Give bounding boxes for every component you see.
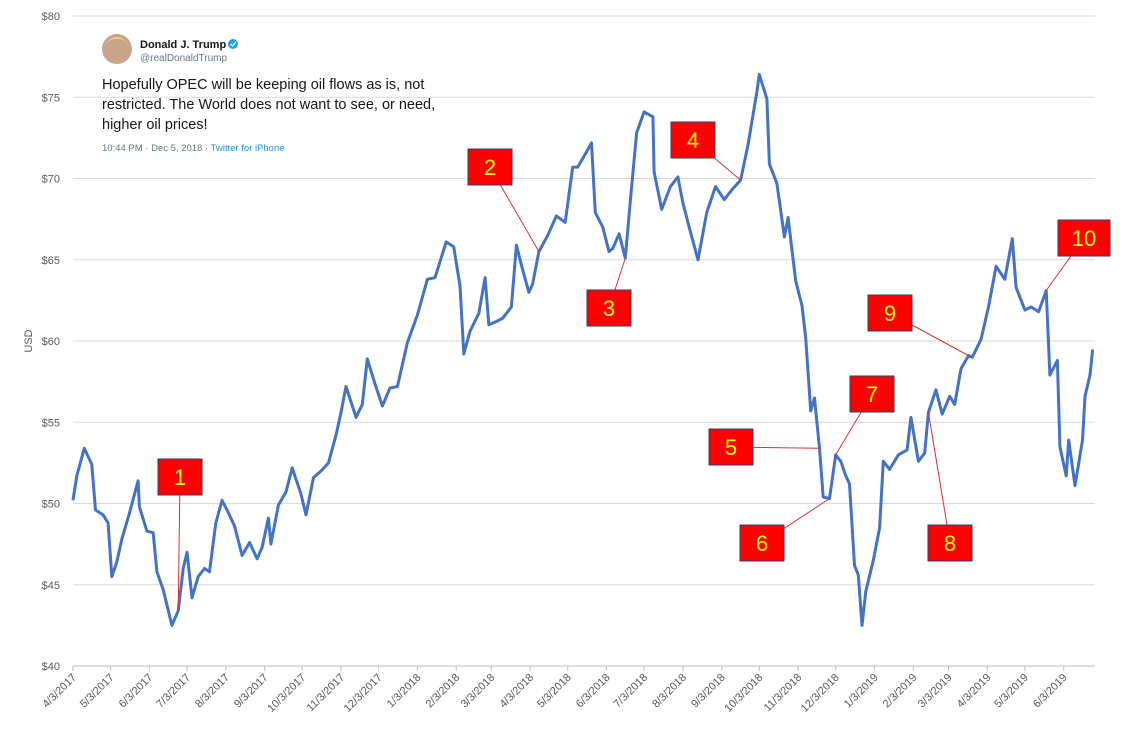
x-tick-label: 10/3/2018 [722, 672, 765, 715]
verified-badge [228, 39, 238, 49]
y-tick-label: $60 [42, 336, 60, 348]
x-tick-label: 5/3/2017 [78, 672, 117, 711]
x-tick-label: 3/3/2018 [459, 672, 498, 711]
x-tick-label: 10/3/2017 [265, 672, 308, 715]
annotation-label: 2 [484, 155, 496, 180]
tweet-card: Donald J. Trump @realDonaldTrump 10:44 P… [102, 34, 285, 154]
tweet-text: Hopefully OPEC will be keeping oil flows… [102, 77, 424, 93]
annotation-leader [177, 476, 181, 611]
tweet-handle: @realDonaldTrump [140, 53, 227, 64]
annotation-label: 3 [603, 296, 615, 321]
verified-check [230, 41, 237, 47]
tweet-source[interactable]: Twitter for iPhone [211, 143, 285, 154]
tweet-name: Donald J. Trump [140, 39, 226, 51]
annotation-box [867, 294, 913, 332]
x-tick-label: 1/3/2019 [842, 672, 881, 711]
tweet-text: higher oil prices! [102, 117, 208, 133]
x-tick-label: 12/3/2018 [799, 672, 842, 715]
x-tick-label: 7/3/2017 [154, 672, 193, 711]
tweet-timestamp: 10:44 PM · Dec 5, 2018 · [102, 143, 211, 154]
avatar-hair [104, 37, 130, 46]
x-tick-label: 4/3/2017 [40, 672, 79, 711]
y-tick-label: $50 [42, 499, 60, 511]
y-tick-label: $45 [42, 580, 60, 592]
x-tick-label: 7/3/2018 [611, 672, 650, 711]
y-tick-label: $75 [42, 92, 60, 104]
annotation-leader [927, 412, 951, 544]
annotation-box [708, 428, 754, 466]
annotation-label: 5 [725, 435, 737, 460]
y-tick-label: $40 [42, 661, 60, 673]
x-tick-label: 9/3/2017 [232, 672, 271, 711]
x-tick-label: 5/3/2019 [992, 672, 1031, 711]
tweet-text: restricted. The World does not want to s… [102, 97, 435, 113]
x-tick-label: 11/3/2018 [762, 672, 805, 715]
y-tick-label: $55 [42, 417, 60, 429]
x-tick-label: 4/3/2019 [955, 672, 994, 711]
annotation-box [927, 524, 973, 562]
annotation-label: 6 [756, 531, 768, 556]
annotation-box [467, 148, 513, 186]
y-tick-label: $70 [42, 174, 60, 186]
annotation-box [1057, 219, 1111, 257]
annotation-box [157, 458, 203, 496]
x-tick-label: 4/3/2018 [497, 672, 536, 711]
x-tick-label: 6/3/2017 [117, 672, 156, 711]
price-line [71, 73, 1094, 627]
annotation-label: 10 [1072, 226, 1096, 251]
avatar [102, 34, 132, 64]
y-tick-label: $80 [42, 11, 60, 23]
x-tick-label: 6/3/2019 [1031, 672, 1070, 711]
x-tick-label: 1/3/2018 [385, 672, 424, 711]
x-tick-label: 2/3/2019 [881, 672, 920, 711]
y-axis-label: USD [23, 329, 35, 352]
x-tick-label: 2/3/2018 [424, 672, 463, 711]
annotation-label: 1 [174, 465, 186, 490]
annotation-box [586, 289, 632, 327]
annotation-label: 7 [866, 382, 878, 407]
annotation-label: 8 [944, 531, 956, 556]
x-tick-label: 6/3/2018 [574, 672, 613, 711]
annotation-label: 4 [687, 128, 699, 153]
x-tick-label: 12/3/2017 [342, 672, 385, 715]
x-tick-label: 9/3/2018 [689, 672, 728, 711]
x-tick-label: 8/3/2017 [193, 672, 232, 711]
y-tick-label: $65 [42, 255, 60, 267]
x-tick-label: 8/3/2018 [650, 672, 689, 711]
x-tick-label: 5/3/2018 [535, 672, 574, 711]
tweet-meta: 10:44 PM · Dec 5, 2018 · Twitter for iPh… [102, 143, 285, 154]
annotation-box [670, 121, 716, 159]
x-tick-label: 3/3/2019 [916, 672, 955, 711]
annotation-box [849, 375, 895, 413]
x-tick-label: 11/3/2017 [305, 672, 348, 715]
annotation-box [739, 524, 785, 562]
annotation-label: 9 [884, 301, 896, 326]
